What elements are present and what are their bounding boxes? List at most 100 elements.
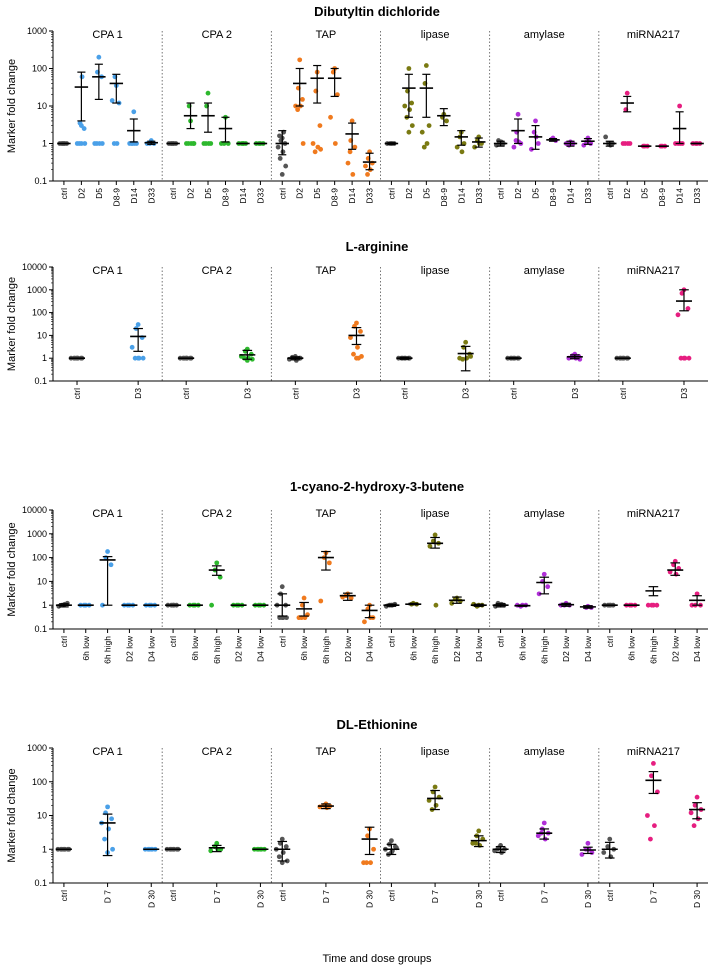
data-point [541, 820, 547, 826]
data-point [208, 848, 214, 854]
data-point [515, 111, 521, 117]
data-point [110, 846, 115, 852]
x-tick-label: D14 [456, 188, 466, 204]
data-point [605, 844, 611, 849]
data-point [433, 802, 439, 808]
panel-label: miRNA217 [627, 746, 680, 758]
x-tick-label: D3 [351, 388, 361, 399]
data-point [533, 118, 538, 124]
x-tick-label: 6h high [430, 636, 440, 664]
chart-title: DL-Ethionine [337, 717, 418, 732]
x-tick-label: D 30 [365, 890, 375, 908]
x-tick-label: 6h high [212, 636, 222, 664]
data-point [689, 602, 695, 608]
x-tick-label: D 7 [321, 890, 331, 904]
x-tick-label: D5 [312, 188, 322, 199]
x-tick-label: D33 [146, 188, 156, 204]
panel-0: CPA 1 ctrl D 7 D 30 [55, 746, 160, 908]
panel-3: lipase ctrl 6h low 6h high D2 low D4 low [380, 508, 487, 664]
data-point [96, 54, 102, 60]
x-tick-label: D3 [461, 388, 471, 399]
data-point [541, 571, 547, 577]
x-tick-label: ctrl [496, 890, 506, 901]
x-tick-label: D2 low [234, 635, 244, 662]
x-tick-label: 6h low [299, 635, 309, 660]
x-tick-label: D 7 [539, 890, 549, 904]
data-point [645, 602, 651, 608]
data-point [424, 141, 430, 146]
y-tick-label: 1 [42, 353, 47, 363]
panel-2: TAP ctrl 6h low 6h high D2 low D4 low [270, 508, 378, 664]
data-point [692, 802, 698, 808]
x-tick-label: ctrl [400, 388, 410, 399]
x-tick-label: ctrl [496, 188, 506, 199]
x-tick-label: D3 [133, 388, 143, 399]
data-point [432, 784, 438, 790]
data-point [358, 328, 363, 334]
data-point [409, 100, 415, 106]
y-tick-label: 1000 [27, 285, 47, 295]
data-point [419, 129, 425, 135]
data-point [581, 142, 587, 148]
data-point [652, 823, 657, 829]
x-tick-label: 6h high [321, 636, 331, 664]
x-tick-label: D 7 [103, 890, 113, 904]
data-point [454, 144, 460, 150]
data-point [513, 138, 519, 143]
data-point [694, 794, 700, 800]
panel-label: amylase [524, 29, 565, 41]
chart-0: Dibutyltin dichloride 0.1 1 10 100 1000 CPA 1 c… [27, 4, 708, 206]
x-tick-label: D14 [565, 188, 575, 204]
x-tick-label: ctrl [168, 188, 178, 199]
panel-label: amylase [524, 265, 565, 277]
panel-1: CPA 2 ctrl 6h low 6h high D2 low D4 low [161, 508, 269, 664]
x-tick-label: D2 [186, 188, 196, 199]
y-tick-label: 0.1 [34, 176, 47, 186]
data-point [293, 103, 298, 109]
data-point [78, 141, 84, 146]
x-tick-label: D2 [76, 188, 86, 199]
data-point [109, 98, 115, 103]
y-tick-label: 10 [37, 576, 47, 586]
y-tick-label: 1 [42, 139, 47, 149]
data-point [284, 858, 290, 864]
x-tick-label: D 30 [692, 890, 702, 908]
data-point [432, 532, 438, 538]
data-point [312, 149, 318, 155]
data-point [351, 351, 356, 357]
x-tick-label: D8-9 [439, 188, 449, 207]
y-axis-label: Marker fold change [6, 59, 18, 153]
y-axis-label: Marker fold change [6, 768, 18, 862]
data-point [129, 344, 135, 350]
x-tick-label: D2 low [670, 635, 680, 662]
data-point [318, 146, 324, 152]
data-point [106, 826, 111, 832]
data-point [409, 123, 415, 129]
x-tick-label: ctrl [72, 388, 82, 399]
data-point [108, 562, 114, 568]
y-axis-label: Marker fold change [6, 522, 18, 616]
x-tick-label: D3 [570, 388, 580, 399]
data-point [277, 133, 282, 139]
chart-title: 1-cyano-2-hydroxy-3-butene [290, 479, 464, 494]
x-tick-label: 6h low [81, 635, 91, 660]
data-point [99, 141, 105, 146]
data-point [276, 854, 282, 860]
data-point [209, 602, 215, 608]
data-point [355, 344, 360, 350]
x-tick-label: D33 [255, 188, 265, 204]
panel-5: miRNA217 ctrl D3 [598, 265, 692, 399]
data-point [365, 171, 370, 177]
data-point [622, 141, 628, 146]
data-point [675, 312, 681, 318]
data-point [651, 760, 656, 766]
data-point [94, 141, 100, 146]
data-point [111, 141, 117, 146]
data-point [423, 63, 429, 68]
panel-5: miRNA217 ctrl D 7 D 30 [598, 746, 706, 908]
data-point [100, 602, 105, 608]
data-point [326, 560, 332, 566]
data-point [365, 833, 370, 839]
data-point [688, 810, 694, 816]
